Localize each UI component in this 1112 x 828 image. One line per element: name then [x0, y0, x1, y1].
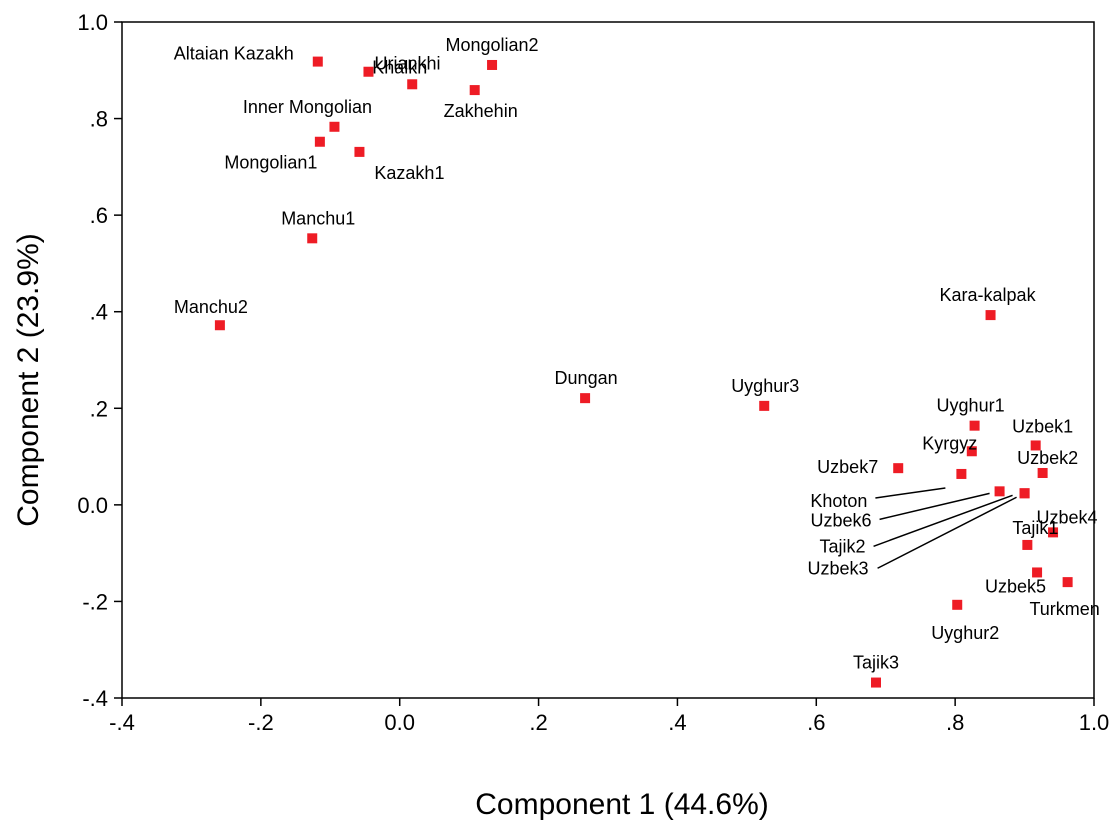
plot-frame	[121, 21, 1095, 699]
label-uzbek6: Uzbek6	[811, 510, 872, 530]
point-manchu2	[214, 320, 225, 331]
point-uzbek3	[1019, 488, 1030, 499]
x-axis-title: Component 1 (44.6%)	[475, 788, 769, 821]
point-kyrgyz	[966, 446, 977, 457]
label-kyrgyz: Kyrgyz	[922, 433, 977, 453]
label-kara-kalpak: Kara-kalpak	[940, 285, 1037, 305]
label-kazakh1: Kazakh1	[374, 163, 444, 183]
x-tick-label: .8	[946, 710, 964, 735]
label-mongolian1: Mongolian1	[224, 153, 317, 173]
label-uzbek3: Uzbek3	[808, 558, 869, 578]
point-mongolian1	[314, 136, 325, 147]
label-uyghur1: Uyghur1	[937, 396, 1005, 416]
y-axis-title: Component 2 (23.9%)	[12, 233, 45, 527]
point-dungan	[580, 393, 591, 404]
y-tick-label: .6	[90, 203, 108, 228]
point-altaian-kazakh	[312, 56, 323, 67]
leader-tajik2	[873, 494, 1013, 547]
point-mongolian2	[487, 59, 498, 70]
point-zakhehin	[469, 85, 480, 96]
label-inner-mongolian: Inner Mongolian	[243, 97, 372, 117]
label-uzbek7: Uzbek7	[817, 457, 878, 477]
point-uyghur2	[952, 599, 963, 610]
label-zakhehin: Zakhehin	[444, 101, 518, 121]
point-uzbek7	[893, 463, 904, 474]
label-uyghur2: Uyghur2	[931, 623, 999, 643]
point-uyghur1	[969, 420, 980, 431]
y-tick-label: 0.0	[77, 493, 108, 518]
axis-tick-labels: -.4 -.2 0.0 .2 .4 .6 .8 1.0 1.0 .8 .6 .4 .2 0.0 -.2 -.4	[77, 10, 1109, 735]
x-tick-label: -.4	[109, 710, 135, 735]
label-uzbek4: Uzbek4	[1037, 507, 1098, 527]
x-tick-label: -.2	[248, 710, 274, 735]
y-tick-label: .2	[90, 396, 108, 421]
point-kara-kalpak	[985, 310, 996, 321]
label-turkmen: Turkmen	[1029, 599, 1099, 619]
point-tajik3	[870, 677, 881, 688]
label-dungan: Dungan	[555, 368, 618, 388]
label-uzbek2: Uzbek2	[1017, 448, 1078, 468]
label-mongolian2: Mongolian2	[446, 35, 539, 55]
leader-khoton	[875, 487, 946, 499]
label-altaian-kazakh: Altaian Kazakh	[174, 44, 294, 64]
y-tick-label: .4	[90, 300, 108, 325]
label-uzbek5: Uzbek5	[985, 576, 1046, 596]
point-khoton	[956, 468, 967, 479]
x-tick-label: .6	[807, 710, 825, 735]
point-uzbek2	[1037, 467, 1048, 478]
point-uyghur3	[759, 400, 770, 411]
label-tajik1: Tajik1	[1012, 518, 1058, 538]
label-uyghur3: Uyghur3	[731, 376, 799, 396]
point-uzbek1	[1030, 440, 1041, 451]
point-uriankhi	[363, 66, 374, 77]
label-uriankhi: Uriankhi	[374, 54, 440, 74]
y-tick-label: 1.0	[77, 10, 108, 35]
y-tick-label: -.4	[82, 686, 108, 711]
x-tick-label: 0.0	[384, 710, 415, 735]
y-tick-label: -.2	[82, 589, 108, 614]
leader-uzbek3	[877, 496, 1017, 569]
leader-lines	[873, 487, 1017, 569]
point-turkmen	[1062, 577, 1073, 588]
label-manchu2: Manchu2	[174, 297, 248, 317]
point-manchu1	[307, 233, 318, 244]
label-khoton: Khoton	[810, 491, 867, 511]
y-tick-label: .8	[90, 107, 108, 132]
label-uzbek1: Uzbek1	[1012, 416, 1073, 436]
point-khalkh	[407, 79, 418, 90]
point-inner-mongolian	[329, 121, 340, 132]
leader-uzbek6	[879, 492, 990, 521]
data-points	[214, 56, 1073, 688]
point-tajik1	[1022, 539, 1033, 550]
point-kazakh1	[354, 146, 365, 157]
label-khalkh: Khalkh	[372, 57, 427, 77]
x-tick-label: .2	[529, 710, 547, 735]
point-uzbek4	[1048, 527, 1059, 538]
point-uzbek5	[1032, 567, 1043, 578]
label-manchu1: Manchu1	[281, 208, 355, 228]
x-tick-label: .4	[668, 710, 686, 735]
point-uzbek6	[994, 486, 1005, 497]
axis-ticks	[114, 21, 1095, 706]
label-tajik2: Tajik2	[820, 536, 866, 556]
label-tajik3: Tajik3	[853, 653, 899, 673]
x-tick-label: 1.0	[1079, 710, 1110, 735]
